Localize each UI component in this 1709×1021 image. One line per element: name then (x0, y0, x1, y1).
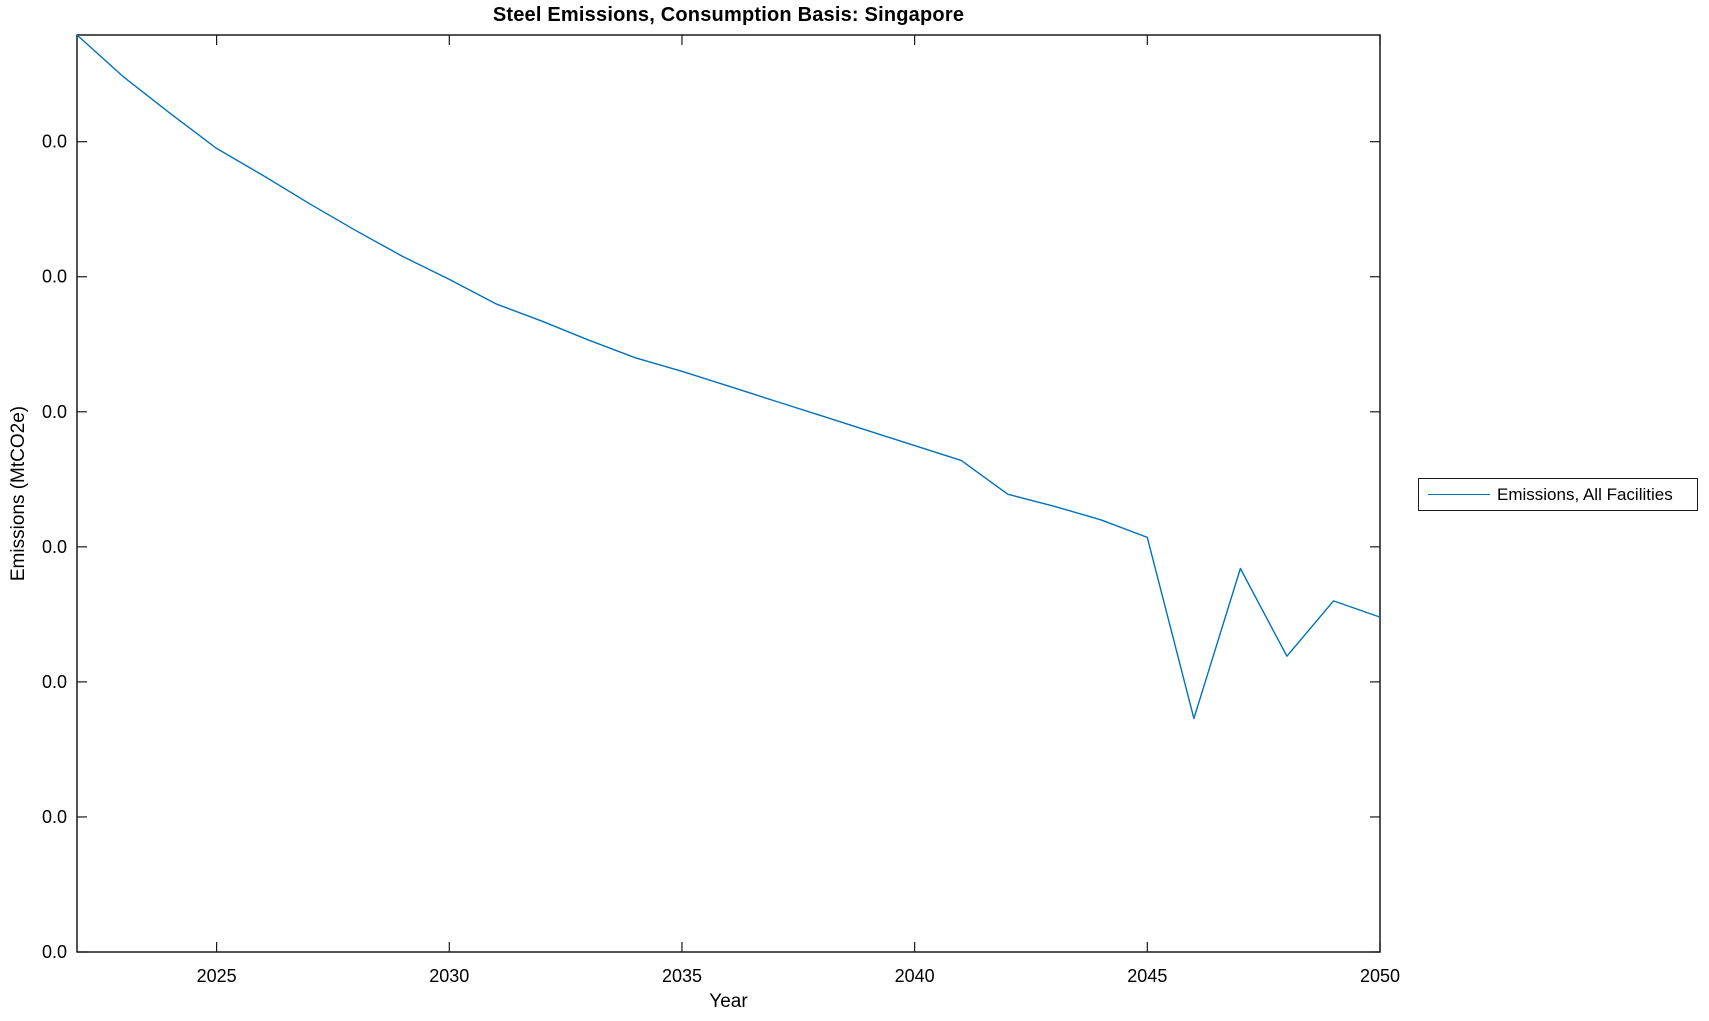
data-line (76, 34, 1381, 720)
axes-box (76, 34, 1381, 953)
x-tick-label: 2045 (1127, 966, 1167, 986)
y-tick-label: 0.0 (42, 402, 67, 422)
y-tick-label: 0.0 (42, 537, 67, 557)
y-axis-label: Emissions (MtCO2e) (8, 406, 29, 581)
chart-title: Steel Emissions, Consumption Basis: Sing… (492, 4, 965, 26)
legend: Emissions, All Facilities (1418, 478, 1698, 511)
y-tick-label: 0.0 (42, 807, 67, 827)
x-tick-label: 2025 (197, 966, 237, 986)
y-tick-label: 0.0 (42, 132, 67, 152)
x-tick-label: 2035 (662, 966, 702, 986)
x-tick-label: 2050 (1360, 966, 1400, 986)
x-tick-label: 2040 (895, 966, 935, 986)
y-tick-label: 0.0 (42, 942, 67, 962)
y-tick-label: 0.0 (42, 672, 67, 692)
legend-label: Emissions, All Facilities (1497, 484, 1673, 504)
x-axis-label: Year (709, 991, 748, 1012)
x-tick-label: 2030 (429, 966, 469, 986)
legend-line-sample-icon (1428, 494, 1490, 495)
y-tick-label: 0.0 (42, 267, 67, 287)
